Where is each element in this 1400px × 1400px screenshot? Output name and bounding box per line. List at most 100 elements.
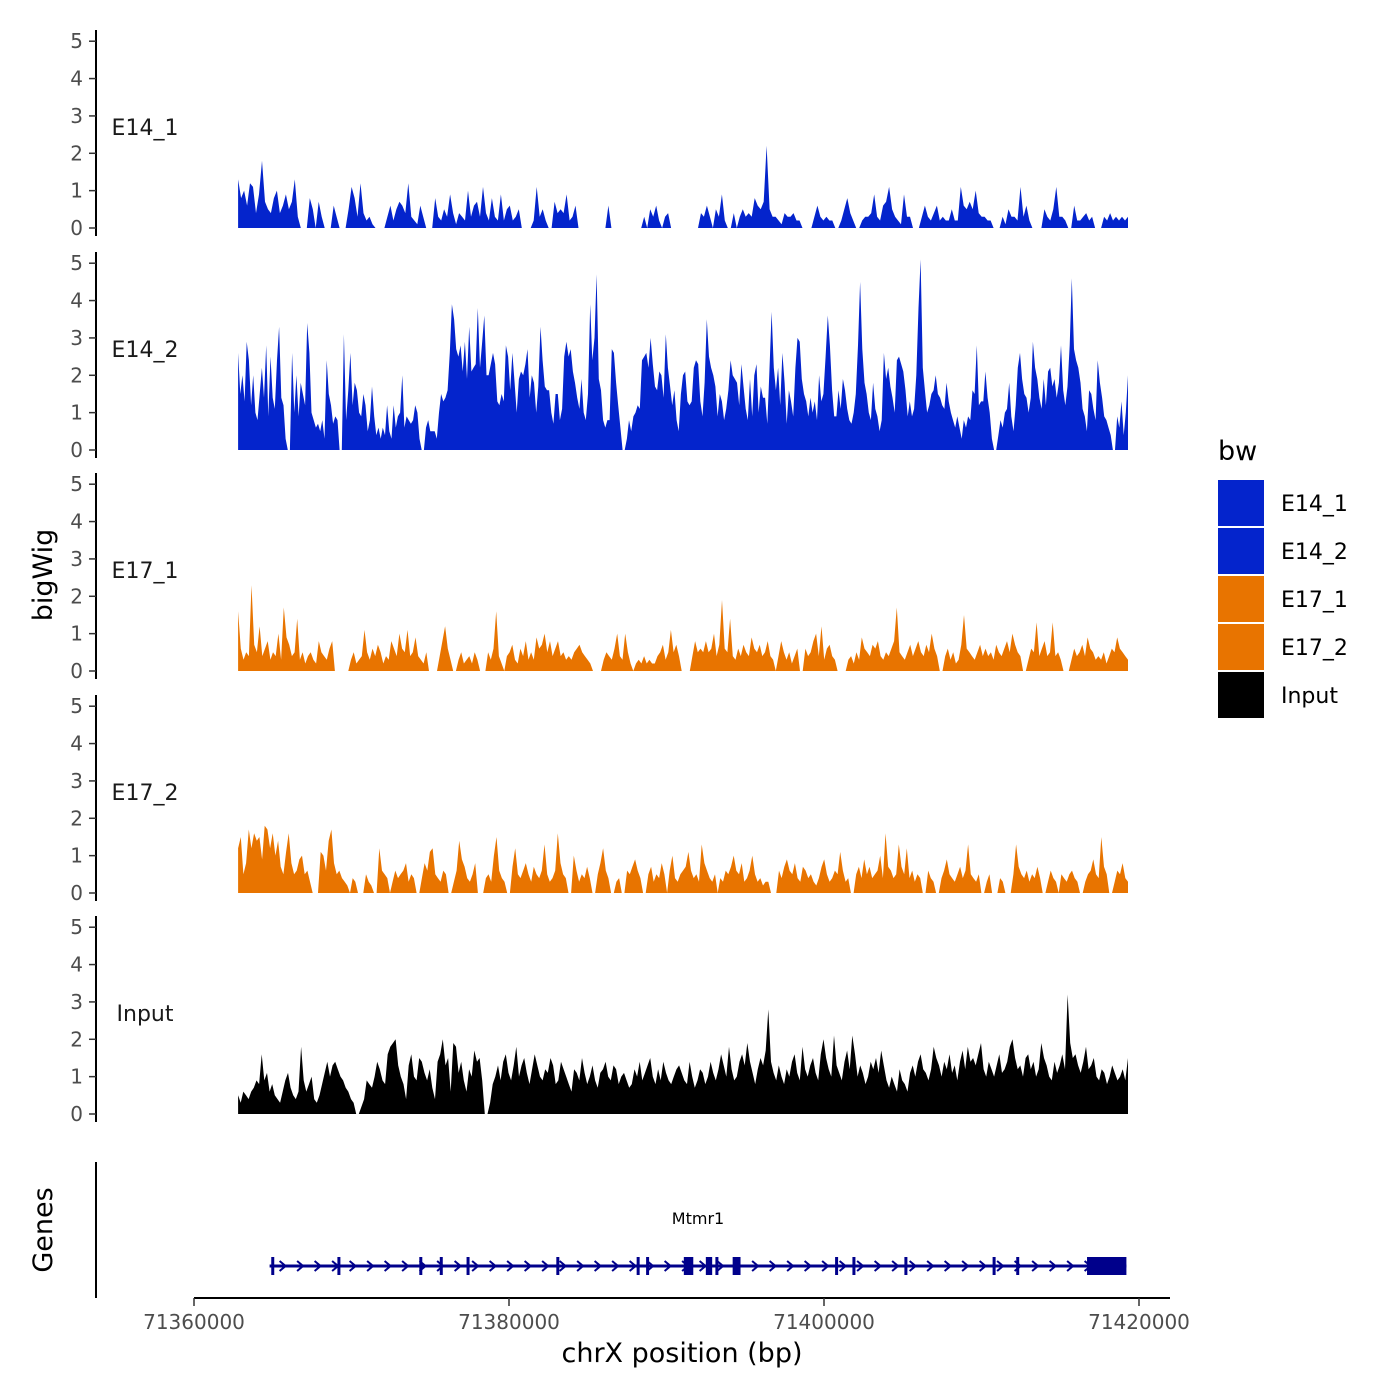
gene-big-exon-2 (732, 1257, 741, 1275)
gene-big-exon-1 (705, 1257, 713, 1275)
genes-axis-label: Genes (28, 1187, 59, 1272)
gene-big-exon-3 (1087, 1257, 1127, 1275)
strand-arrow (593, 1260, 603, 1272)
y-tick-label-E17_1-4: 4 (70, 510, 83, 534)
legend-label-E17_2: E17_2 (1281, 636, 1348, 661)
y-tick-label-E17_2-5: 5 (70, 694, 83, 718)
track-label-E14_2: E14_2 (112, 338, 179, 363)
gene-exon-12 (835, 1257, 839, 1275)
track-E14_2: 0 1 2 3 4 5 E14_2 (70, 251, 1129, 462)
y-tick-label-E17_1-0: 0 (70, 659, 83, 683)
x-tick-label-71420000: 71420000 (1088, 1310, 1190, 1334)
strand-arrow (978, 1260, 988, 1272)
strand-arrow (506, 1260, 515, 1272)
strand-arrow (401, 1260, 410, 1272)
x-tick-label-71400000: 71400000 (773, 1310, 875, 1334)
strand-arrow (436, 1260, 445, 1272)
legend-swatch-E17_2 (1218, 624, 1264, 670)
legend-label-E14_2: E14_2 (1281, 540, 1348, 565)
strand-arrow (961, 1260, 970, 1272)
strand-arrow (926, 1260, 935, 1272)
track-label-E17_2: E17_2 (112, 781, 179, 806)
legend-title: bw (1218, 436, 1257, 467)
coverage-area-E14_2 (238, 259, 1129, 450)
strand-arrow (856, 1260, 865, 1272)
y-tick-label-Input-0: 0 (70, 1102, 83, 1126)
y-tick-label-E14_1-0: 0 (70, 216, 83, 240)
gene-exon-2 (419, 1257, 423, 1275)
legend-swatch-E14_2 (1218, 528, 1264, 574)
legend-label-Input: Input (1281, 684, 1338, 709)
strand-arrow (891, 1260, 900, 1272)
gene-exon-1 (337, 1257, 341, 1275)
legend-label-E17_1: E17_1 (1281, 588, 1348, 613)
gene-exon-10 (715, 1257, 719, 1275)
y-tick-label-E14_1-2: 2 (70, 141, 83, 165)
y-tick-label-E14_1-5: 5 (70, 29, 83, 53)
strand-arrow (366, 1260, 375, 1272)
x-axis: 71360000 71380000 71400000 71420000 chrX po… (143, 1297, 1190, 1369)
strand-arrow (628, 1260, 638, 1272)
y-tick-label-E14_1-4: 4 (70, 67, 83, 91)
y-tick-label-Input-3: 3 (70, 990, 83, 1014)
strand-arrow (348, 1260, 358, 1272)
gene-exon-3 (439, 1257, 443, 1275)
legend-label-E14_1: E14_1 (1281, 492, 1348, 517)
x-ticks-group: 71360000 71380000 71400000 71420000 (143, 1298, 1190, 1334)
y-tick-label-Input-5: 5 (70, 915, 83, 939)
y-axis-title: bigWig (28, 529, 59, 622)
legend-items-group: E14_1 E14_2 E17_1 E17_2 Input (1218, 480, 1348, 718)
y-tick-label-E14_2-0: 0 (70, 438, 83, 462)
gene-exon-13 (852, 1257, 856, 1275)
strand-arrow (716, 1260, 725, 1272)
legend-swatch-E17_1 (1218, 576, 1264, 622)
strand-arrow (908, 1260, 918, 1272)
strand-arrow (821, 1260, 830, 1272)
coverage-area-E14_1 (238, 145, 1129, 228)
track-E17_2: 0 1 2 3 4 5 E17_2 (70, 694, 1129, 905)
strand-arrow (1066, 1260, 1075, 1272)
strand-arrow (873, 1260, 883, 1272)
gene-model (269, 1257, 1127, 1275)
y-tick-label-E17_2-3: 3 (70, 769, 83, 793)
gene-exon-15 (992, 1257, 996, 1275)
strand-arrow (1048, 1260, 1058, 1272)
strand-arrow (471, 1260, 480, 1272)
coverage-area-E17_1 (238, 585, 1129, 671)
strand-arrow (1031, 1260, 1040, 1272)
y-tick-label-E17_1-1: 1 (70, 622, 83, 646)
y-tick-label-E14_2-4: 4 (70, 289, 83, 313)
track-label-Input: Input (117, 1002, 174, 1027)
track-E17_1: 0 1 2 3 4 5 E17_1 (70, 472, 1129, 683)
legend-swatch-Input (1218, 672, 1264, 718)
strand-arrow (803, 1260, 813, 1272)
gene-exon-7 (646, 1257, 650, 1275)
strand-arrow (768, 1260, 778, 1272)
legend-swatch-E14_1 (1218, 480, 1264, 526)
strand-arrow (278, 1260, 288, 1272)
y-tick-label-E14_2-2: 2 (70, 363, 83, 387)
y-tick-label-Input-4: 4 (70, 953, 83, 977)
strand-arrow (698, 1260, 708, 1272)
y-tick-label-Input-1: 1 (70, 1065, 83, 1089)
y-tick-label-E17_1-3: 3 (70, 547, 83, 571)
y-tick-label-E14_1-1: 1 (70, 179, 83, 203)
gene-exon-6 (636, 1257, 640, 1275)
strand-arrow (943, 1260, 953, 1272)
gene-exon-5 (556, 1257, 560, 1275)
strand-arrow (576, 1260, 585, 1272)
gene-big-exon-0 (683, 1257, 694, 1275)
strand-arrow (663, 1260, 673, 1272)
gene-exon-0 (271, 1257, 275, 1275)
strand-arrow (313, 1260, 323, 1272)
strand-arrow (383, 1260, 393, 1272)
gene-track-panel: Genes Mtmr1 (28, 1162, 1127, 1298)
x-tick-label-71360000: 71360000 (143, 1310, 245, 1334)
strand-arrow (751, 1260, 760, 1272)
y-tick-label-E17_2-0: 0 (70, 881, 83, 905)
y-tick-label-E17_1-5: 5 (70, 472, 83, 496)
gene-exon-16 (1016, 1257, 1020, 1275)
track-label-E17_1: E17_1 (112, 559, 179, 584)
y-tick-label-E14_1-3: 3 (70, 104, 83, 128)
